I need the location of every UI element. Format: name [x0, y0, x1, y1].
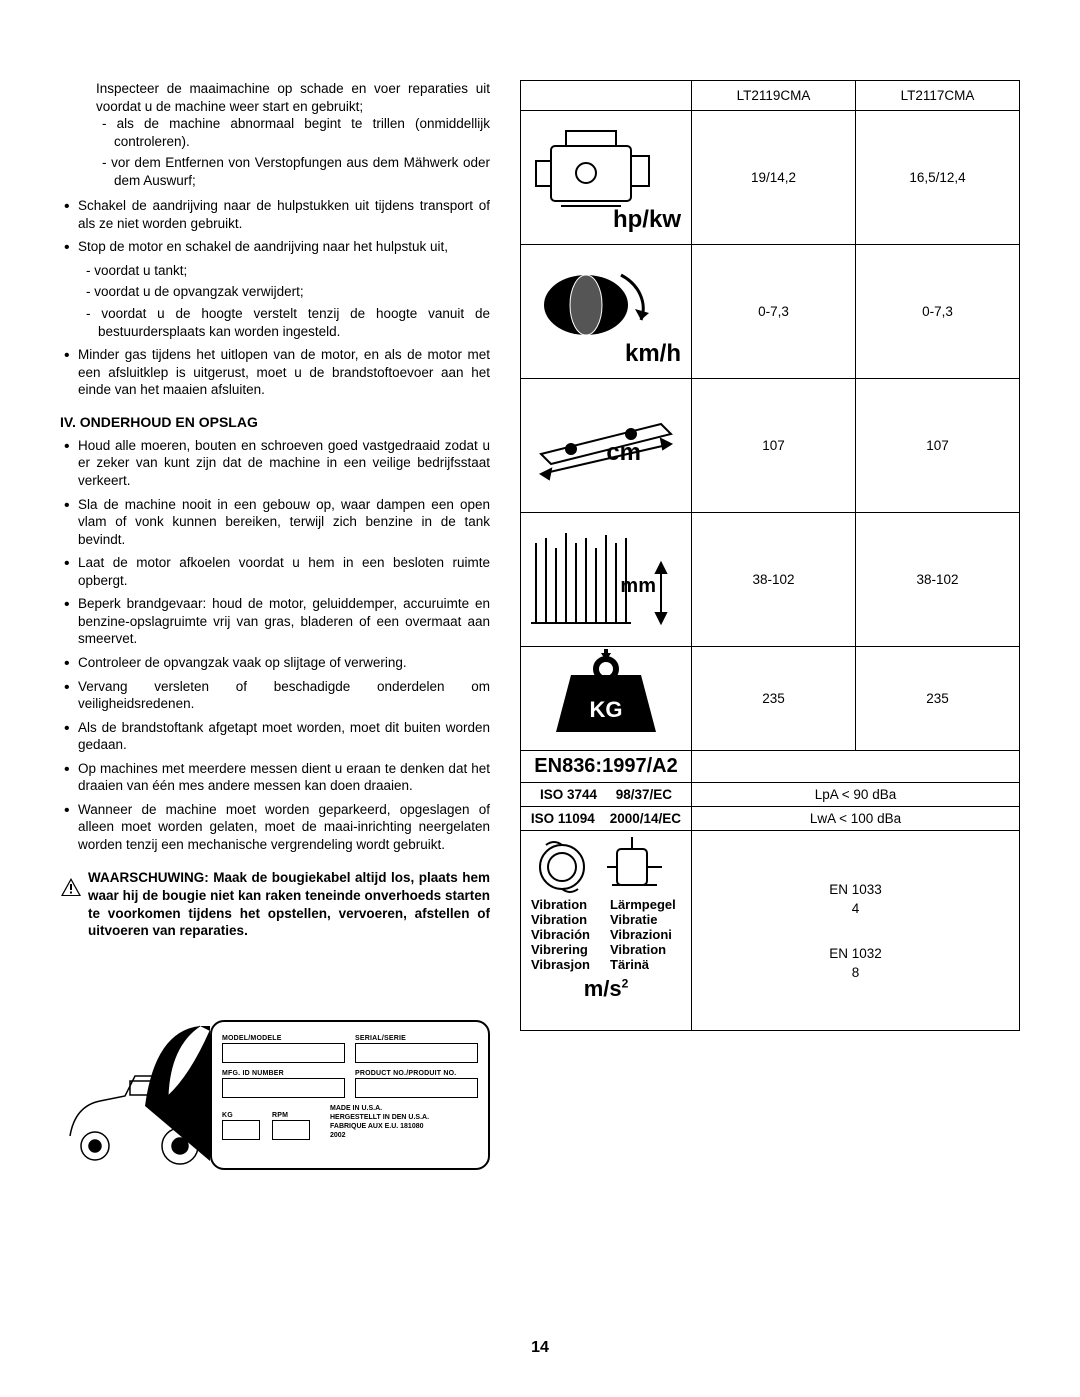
bullet-item: Beperk brandgevaar: houd de motor, gelui… — [78, 595, 490, 648]
spec-table: LT2119CMA LT2117CMA — [520, 80, 1020, 1031]
np-label: RPM — [272, 1111, 312, 1120]
spec-value: 235 — [856, 647, 1020, 751]
spec-value: 235 — [692, 647, 856, 751]
bullet-item: Controleer de opvangzak vaak op slijtage… — [78, 654, 490, 672]
bullet-item: Wanneer de machine moet worden geparkeer… — [78, 801, 490, 854]
dash-item: als de machine abnormaal begint te trill… — [114, 115, 490, 150]
bullet-item: Vervang versleten of beschadigde onderde… — [78, 678, 490, 713]
spec-value: 0-7,3 — [692, 245, 856, 379]
nameplate-diagram: MODEL/MODELE SERIAL/SERIE MFG. ID NUMBER — [80, 1020, 490, 1170]
np-label: MFG. ID NUMBER — [222, 1069, 345, 1078]
page-number: 14 — [531, 1339, 549, 1357]
np-label: PRODUCT NO./PRODUIT NO. — [355, 1069, 478, 1078]
bullet-list-2: Minder gas tijdens het uitlopen van de m… — [60, 346, 490, 399]
spec-value: 16,5/12,4 — [856, 111, 1020, 245]
vibration-cell: VibrationLärmpegel VibrationVibratie Vib… — [521, 831, 692, 1031]
dash-item: vor dem Entfernen von Verstopfungen aus … — [114, 154, 490, 189]
height-icon-cell: mm — [521, 513, 692, 647]
iso-cell: ISO 11094 2000/14/EC — [521, 807, 692, 831]
bullet-item: Als de brandstoftank afgetapt moet worde… — [78, 719, 490, 754]
warning-text: WAARSCHUWING: Maak de bougiekabel altijd… — [88, 869, 490, 939]
np-label: KG — [222, 1111, 262, 1120]
dash-item: voordat u de opvangzak verwijdert; — [98, 283, 490, 301]
width-icon-cell: cm — [521, 379, 692, 513]
spec-value: 107 — [856, 379, 1020, 513]
unit-label: cm — [606, 439, 641, 467]
spec-value: 38-102 — [856, 513, 1020, 647]
np-made: MADE IN U.S.A. — [330, 1104, 478, 1113]
np-made: HERGESTELLT IN DEN U.S.A. — [330, 1113, 478, 1122]
speed-icon-cell: km/h — [521, 245, 692, 379]
intro-para: Inspecteer de maaimachine op schade en v… — [96, 80, 490, 115]
model-header: LT2117CMA — [856, 81, 1020, 111]
spec-value: 38-102 — [692, 513, 856, 647]
spec-value: 0-7,3 — [856, 245, 1020, 379]
iso-value: LpA < 90 dBa — [692, 783, 1020, 807]
unit-label: hp/kw — [613, 206, 681, 234]
dash-item: voordat u tankt; — [98, 262, 490, 280]
vibration-words: VibrationLärmpegel VibrationVibratie Vib… — [531, 897, 681, 972]
iso-cell: ISO 3744 98/37/EC — [521, 783, 692, 807]
model-header: LT2119CMA — [692, 81, 856, 111]
spec-value: 107 — [692, 379, 856, 513]
np-made: FABRIQUE AUX E.U. 181080 — [330, 1122, 478, 1131]
dash-item: voordat u de hoogte verstelt tenzij de h… — [98, 305, 490, 340]
nameplate-frame: MODEL/MODELE SERIAL/SERIE MFG. ID NUMBER — [210, 1020, 490, 1170]
section-heading-iv: IV. ONDERHOUD EN OPSLAG — [60, 413, 490, 431]
bullet-item: Sla de machine nooit in een gebouw op, w… — [78, 496, 490, 549]
bullet-item: Op machines met meerdere messen dient u … — [78, 760, 490, 795]
intro-dashlist: als de machine abnormaal begint te trill… — [96, 115, 490, 189]
bullet-item: Schakel de aandrijving naar de hulpstukk… — [78, 197, 490, 232]
weight-icon-cell: KG — [521, 647, 692, 751]
np-made: 2002 — [330, 1131, 478, 1140]
engine-icon-cell: hp/kw — [521, 111, 692, 245]
bullet-item: Houd alle moeren, bouten en schroeven go… — [78, 437, 490, 490]
warning-icon — [60, 877, 82, 939]
bullet-item: Stop de motor en schakel de aandrijving … — [78, 238, 490, 256]
bullet-item: Minder gas tijdens het uitlopen van de m… — [78, 346, 490, 399]
sub-dashlist-2: voordat u tankt; voordat u de opvangzak … — [80, 262, 490, 340]
ms2-label: m/s2 — [531, 976, 681, 1002]
np-label: MODEL/MODELE — [222, 1034, 345, 1043]
spec-value: 19/14,2 — [692, 111, 856, 245]
spec-table-column: LT2119CMA LT2117CMA — [520, 80, 1020, 1170]
text-column: Inspecteer de maaimachine op schade en v… — [60, 80, 490, 1170]
np-label: SERIAL/SERIE — [355, 1034, 478, 1043]
en-standard: EN836:1997/A2 — [521, 751, 692, 783]
unit-label: km/h — [625, 340, 681, 368]
bullet-list-1: Schakel de aandrijving naar de hulpstukk… — [60, 197, 490, 256]
unit-label: mm — [620, 575, 656, 598]
bullet-list-3: Houd alle moeren, bouten en schroeven go… — [60, 437, 490, 853]
vibration-values: EN 1033 4 EN 1032 8 — [692, 831, 1020, 1031]
iso-value: LwA < 100 dBa — [692, 807, 1020, 831]
svg-text:KG: KG — [590, 697, 623, 722]
bullet-item: Laat de motor afkoelen voordat u hem in … — [78, 554, 490, 589]
warning-block: WAARSCHUWING: Maak de bougiekabel altijd… — [60, 869, 490, 939]
